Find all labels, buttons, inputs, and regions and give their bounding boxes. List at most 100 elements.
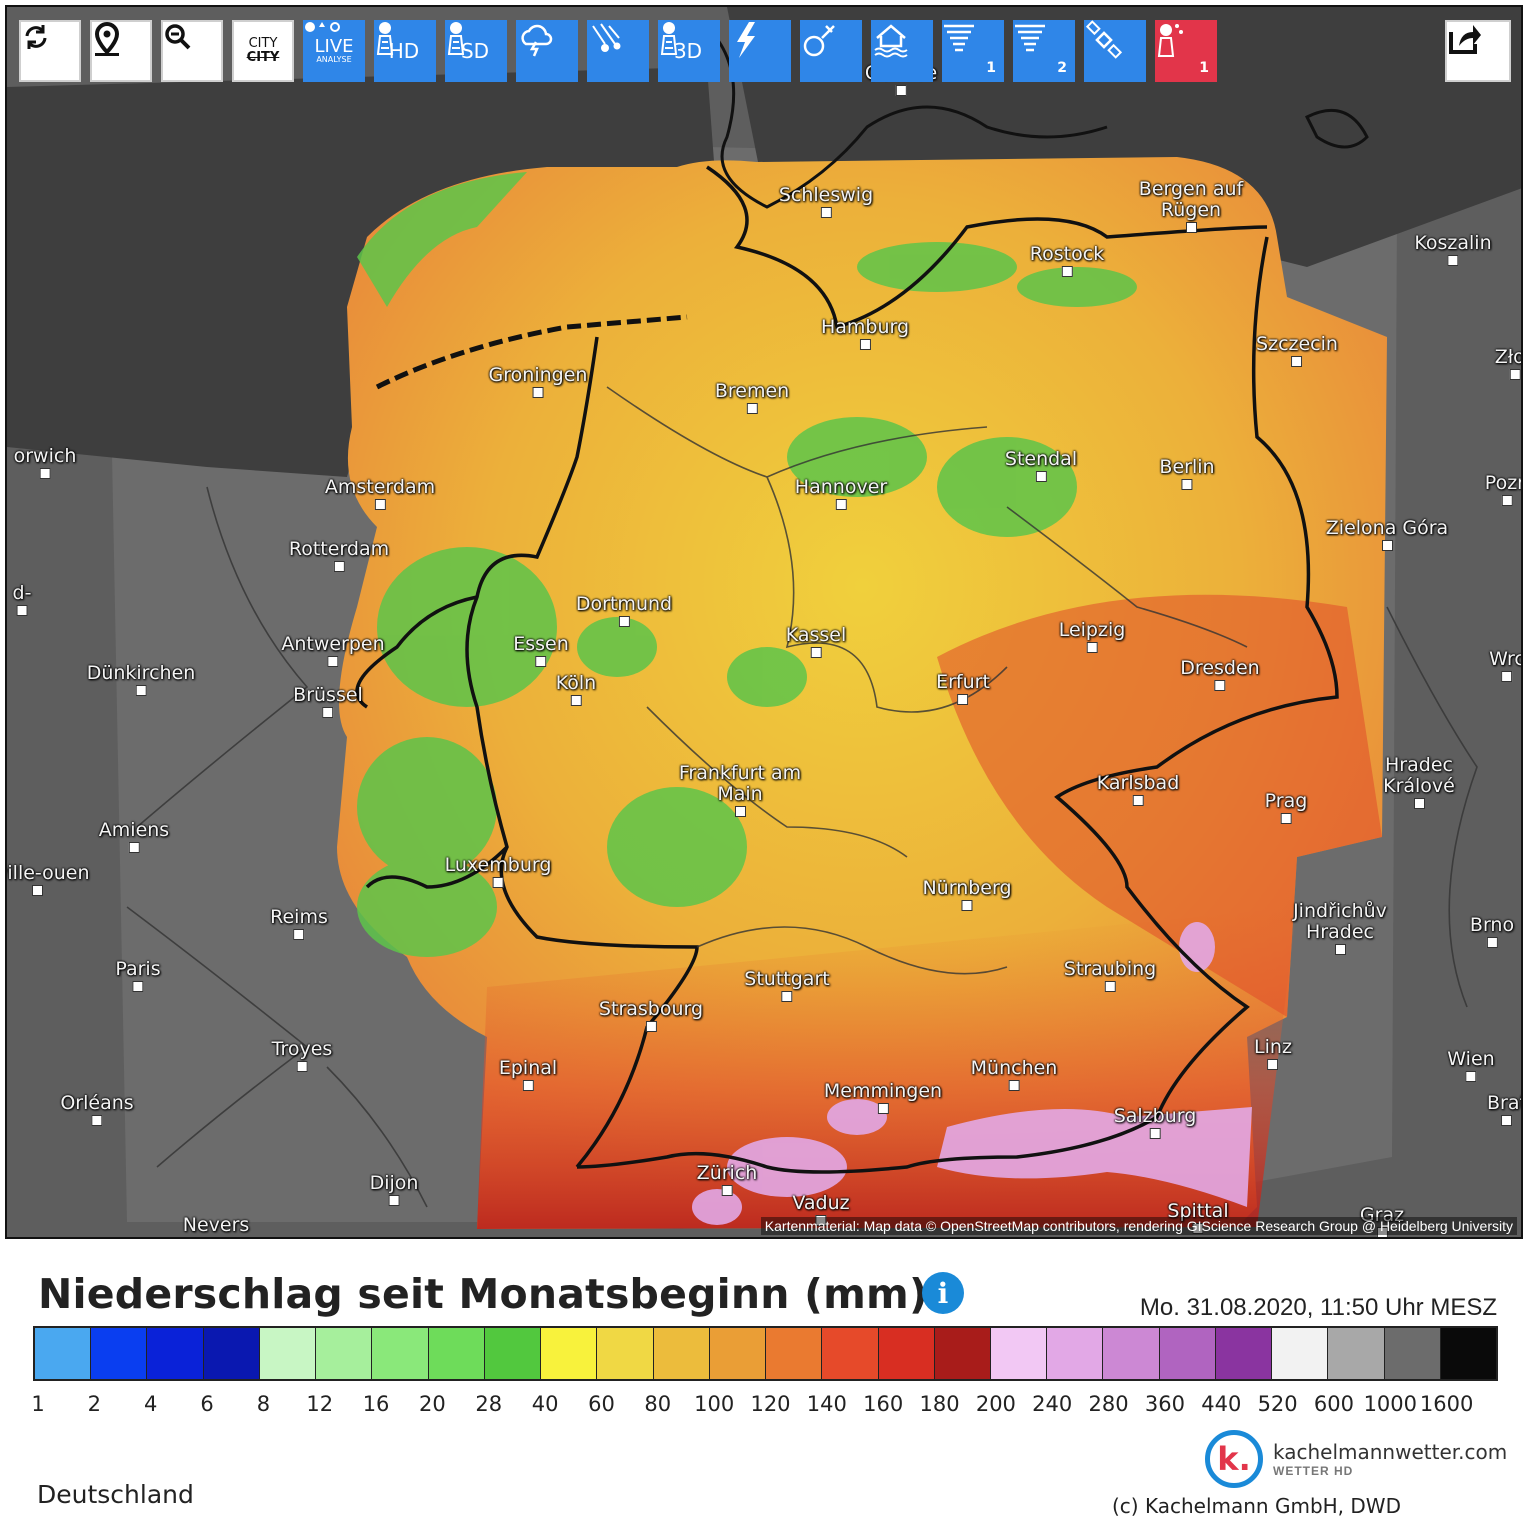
city-name: Nevers xyxy=(182,1214,250,1236)
city-label: Salzburg xyxy=(1113,1105,1197,1139)
flood-button[interactable] xyxy=(871,20,933,82)
color-swatch xyxy=(1215,1328,1273,1379)
city-label: Stuttgart xyxy=(744,968,830,1002)
city-marker xyxy=(293,929,305,940)
city-marker xyxy=(1132,795,1144,806)
extreme-rain-areas xyxy=(692,922,1252,1225)
city-label: Graz xyxy=(1359,1204,1405,1237)
city-marker xyxy=(820,207,832,218)
city-label: Brüssel xyxy=(293,685,363,718)
city-marker xyxy=(895,85,907,96)
city-marker xyxy=(322,707,334,718)
scale-tick-label: 16 xyxy=(362,1392,390,1416)
city-name: Wrc xyxy=(1489,648,1523,670)
lightning-button[interactable] xyxy=(729,20,791,82)
color-swatch xyxy=(934,1328,991,1379)
map-canvas[interactable] xyxy=(7,7,1523,1239)
color-scale-ticks: 1 2 4 6 8 12 16 20 28 40 60 80 100 120 140 160 180 200 240… xyxy=(0,1392,1530,1418)
city-name: Linz xyxy=(1254,1036,1292,1058)
city-label: Amsterdam xyxy=(325,477,435,510)
color-swatch xyxy=(1159,1328,1216,1379)
city-name: Nürnberg xyxy=(922,877,1012,899)
city-marker xyxy=(734,806,746,817)
color-swatch xyxy=(766,1328,823,1379)
radar-hd-button[interactable]: HD xyxy=(374,20,436,82)
color-swatch xyxy=(990,1328,1048,1379)
location-button[interactable] xyxy=(90,20,152,82)
city-name: Schleswig xyxy=(778,184,874,206)
scale-tick-label: 140 xyxy=(806,1392,847,1416)
map-toolbar: CITY CITY LIVE ANALYSE HD SD 3D 1 2 1 xyxy=(19,20,1217,82)
city-label: Dijon xyxy=(370,1173,418,1206)
tornado-1-button[interactable]: 1 xyxy=(942,20,1004,82)
city-label: orwich xyxy=(14,446,76,479)
city-label: Wien xyxy=(1447,1049,1495,1082)
color-swatch xyxy=(541,1328,598,1379)
color-scale xyxy=(33,1326,1498,1381)
zoom-out-button[interactable] xyxy=(161,20,223,82)
city-name: Rotterdam xyxy=(288,538,390,560)
radar-3d-button[interactable]: 3D xyxy=(658,20,720,82)
city-name: Amsterdam xyxy=(324,476,436,498)
city-marker xyxy=(1413,798,1425,809)
city-name: Dresden xyxy=(1180,657,1260,679)
city-marker xyxy=(1214,680,1226,691)
city-name: Bremen xyxy=(714,380,790,402)
city-name: Stuttgart xyxy=(744,968,830,990)
city-label: Dünkirchen xyxy=(86,662,196,696)
city-marker xyxy=(522,1080,534,1091)
city-marker xyxy=(296,1061,308,1072)
city-marker xyxy=(492,877,504,888)
scale-tick-label: 280 xyxy=(1088,1392,1129,1416)
brand-logo[interactable]: k. kachelmannwetter.com WETTER HD xyxy=(1205,1430,1507,1488)
city-name: Brat xyxy=(1487,1092,1523,1114)
city-label: Hannover xyxy=(795,477,887,510)
city-name: Prag xyxy=(1264,790,1308,812)
city-label: Hradec Králové xyxy=(1354,755,1484,809)
info-icon[interactable]: i xyxy=(922,1272,964,1314)
storm-button[interactable] xyxy=(516,20,578,82)
city-name: eville-ouen xyxy=(7,862,90,884)
color-swatch xyxy=(484,1328,542,1379)
sat-imagery-button[interactable] xyxy=(1084,20,1146,82)
city-marker xyxy=(1149,1128,1161,1139)
color-swatch xyxy=(91,1328,148,1379)
city-name: Antwerpen xyxy=(281,633,385,655)
city-name: Graz xyxy=(1359,1204,1405,1226)
live-analysis-button[interactable]: LIVE ANALYSE xyxy=(303,20,365,82)
satellite-button[interactable] xyxy=(800,20,862,82)
share-button[interactable] xyxy=(1445,20,1511,82)
city-label: Zielona Góra xyxy=(1322,518,1452,551)
precip-radar-button[interactable]: 1 xyxy=(1155,20,1217,82)
scale-tick-label: 60 xyxy=(588,1392,615,1416)
city-label: Wrc xyxy=(1489,648,1523,682)
city-name: Bergen auf Rügen xyxy=(1138,178,1244,221)
color-swatch xyxy=(1384,1328,1441,1379)
scale-tick-label: 1000 xyxy=(1363,1392,1418,1416)
kachelmann-logo-icon: k. xyxy=(1205,1430,1263,1488)
city-label: Spittal xyxy=(1167,1201,1229,1234)
city-name: Erfurt xyxy=(936,671,990,693)
city-labels-icon: CITY CITY xyxy=(246,36,280,65)
city-marker xyxy=(957,694,969,705)
city-label: d- xyxy=(13,583,31,616)
refresh-button[interactable] xyxy=(19,20,81,82)
tornado-2-button[interactable]: 2 xyxy=(1013,20,1075,82)
city-name: Dünkirchen xyxy=(86,662,196,684)
color-swatch xyxy=(35,1328,92,1379)
city-name: Jindřichův Hradec xyxy=(1293,900,1387,943)
city-marker xyxy=(570,695,582,706)
city-label: Hamburg xyxy=(821,317,909,350)
map-attribution[interactable]: Kartenmaterial: Map data © OpenStreetMap… xyxy=(760,1217,1517,1235)
scale-tick-label: 440 xyxy=(1201,1392,1242,1416)
city-label: Luxemburg xyxy=(445,855,551,888)
city-marker xyxy=(961,900,973,911)
city-label: Troyes xyxy=(272,1039,332,1072)
city-toggle-button[interactable]: CITY CITY xyxy=(232,20,294,82)
scale-tick-label: 200 xyxy=(975,1392,1016,1416)
radar-sd-button[interactable]: SD xyxy=(445,20,507,82)
city-name: Salzburg xyxy=(1113,1105,1197,1127)
hail-tracks-button[interactable] xyxy=(587,20,649,82)
city-name: Stendal xyxy=(1004,448,1078,470)
